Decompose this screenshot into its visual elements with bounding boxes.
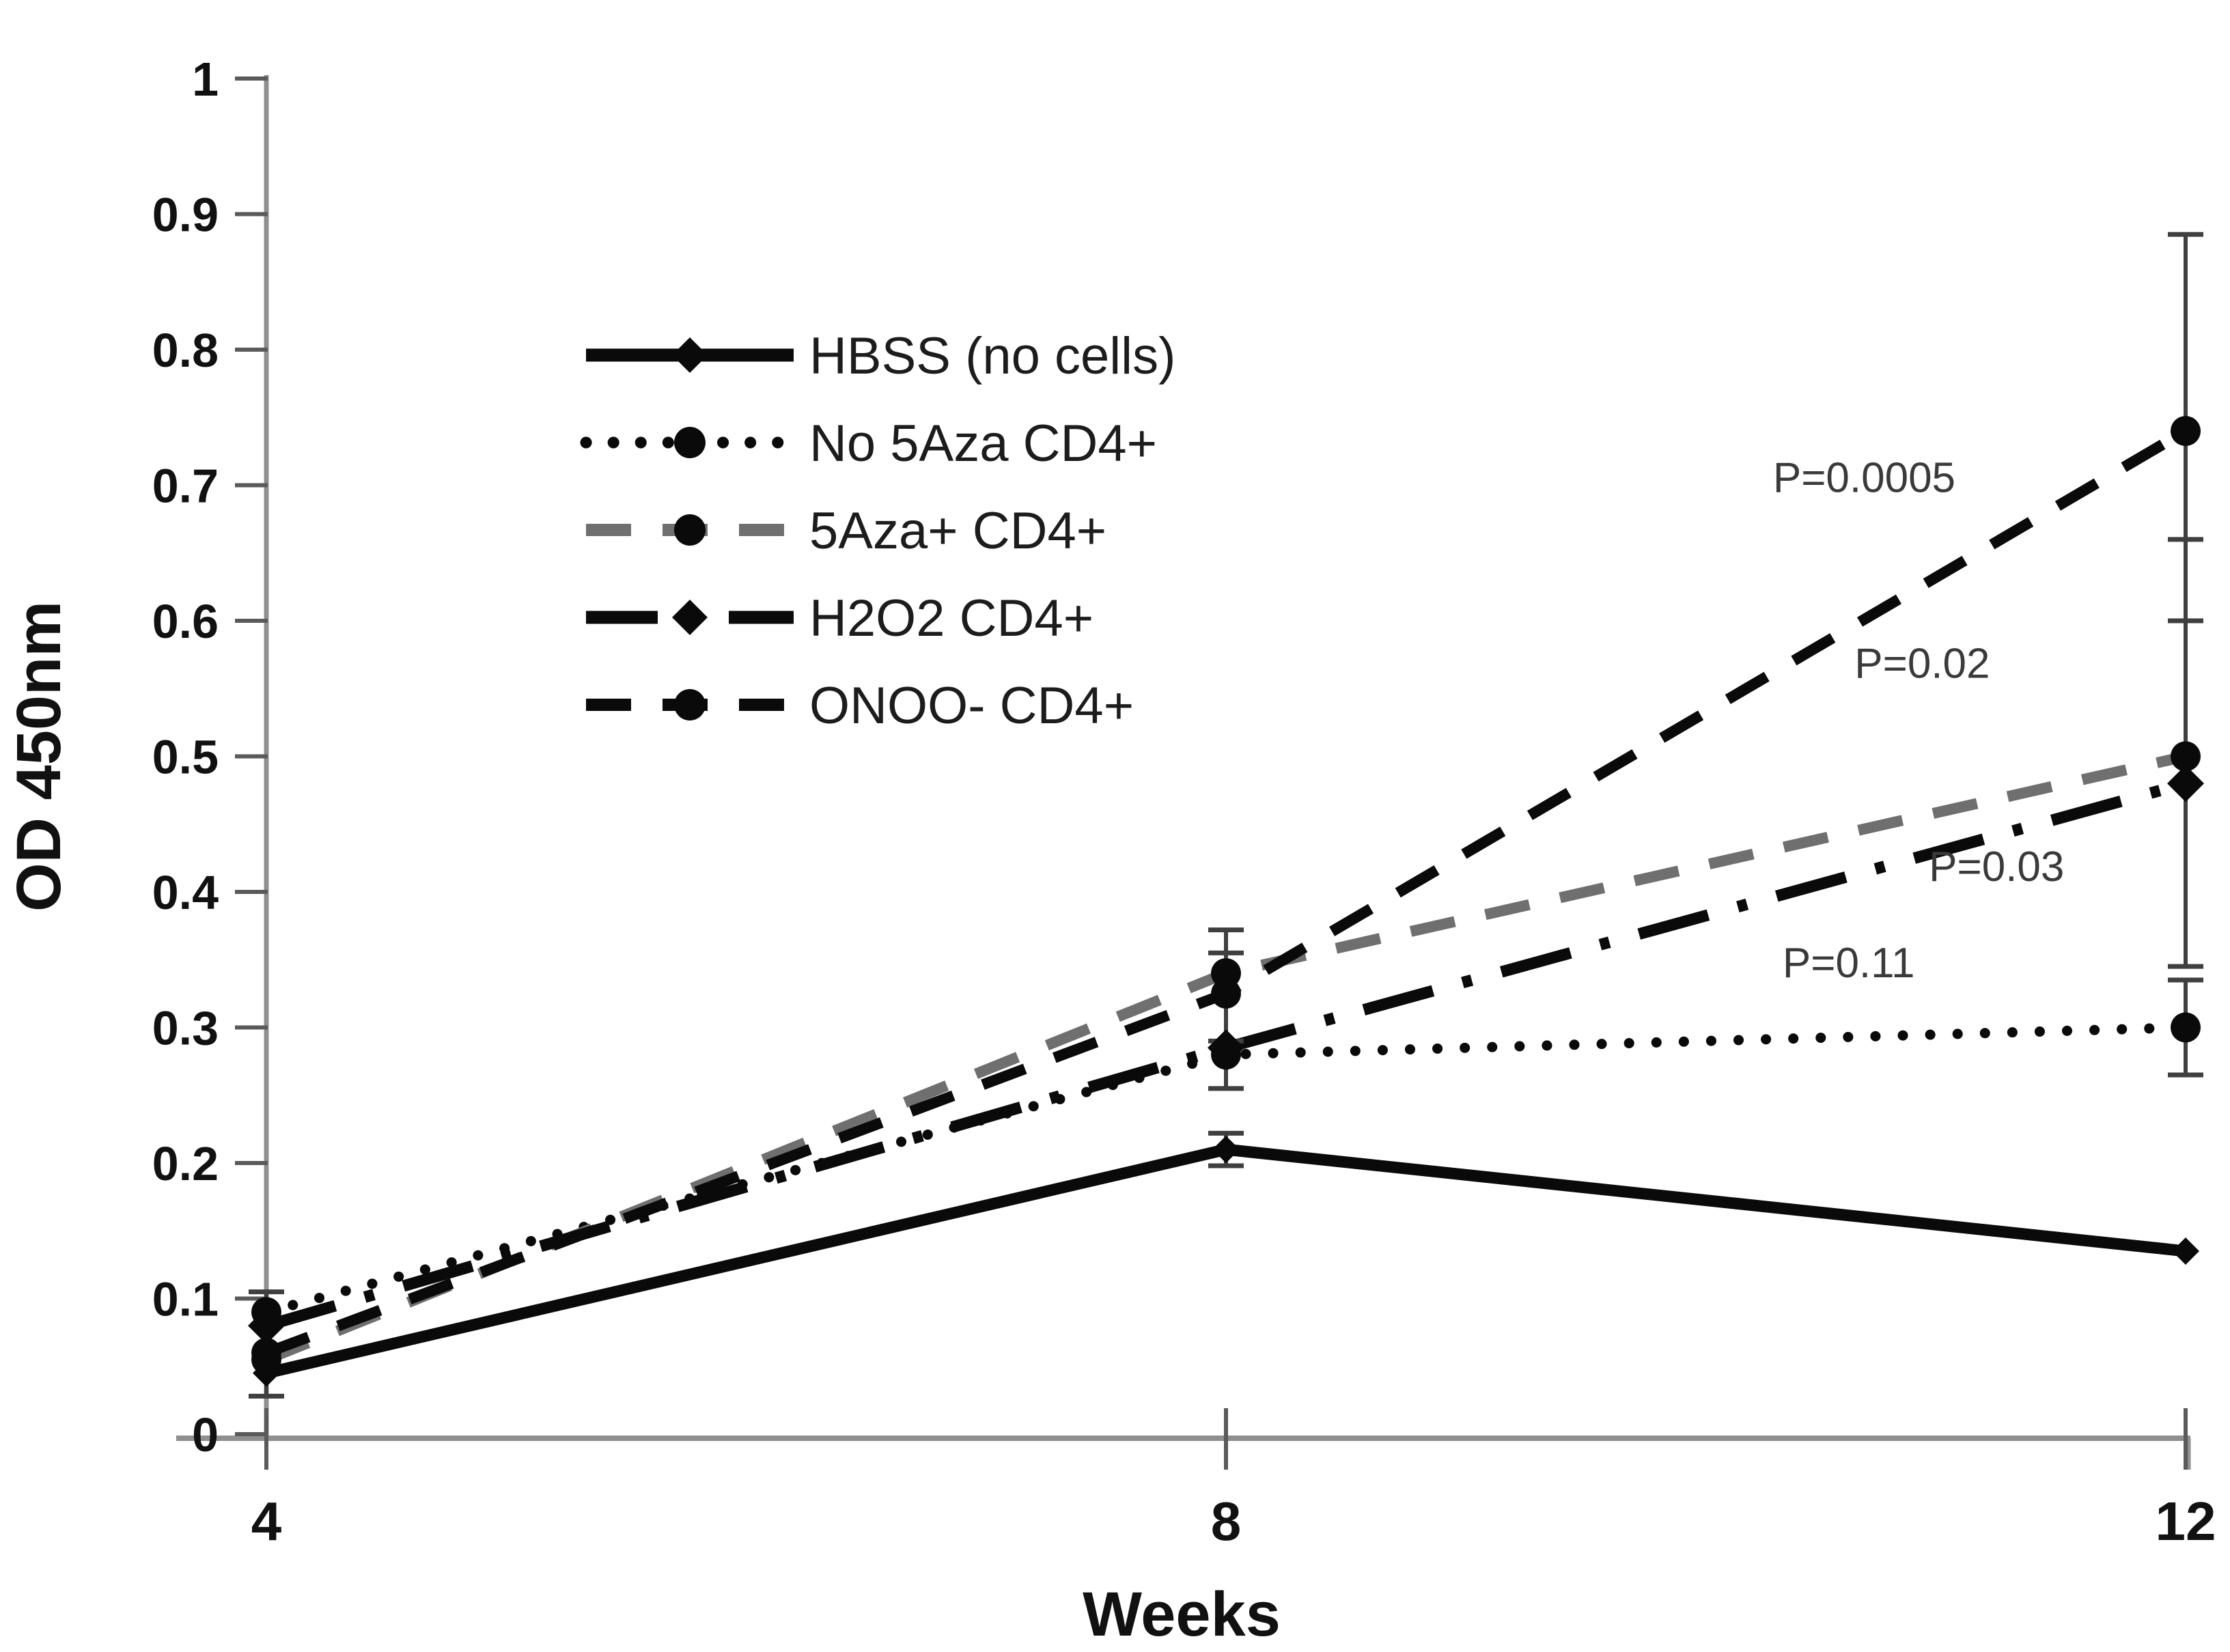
data-point-circle: [2171, 416, 2201, 447]
p-value-annotations: P=0.0005 P=0.02 P=0.03 P=0.11: [1773, 454, 2065, 987]
series-markers: [248, 416, 2204, 1387]
p-value-annotation: P=0.03: [1929, 843, 2064, 891]
markers-onoo-cd4: [251, 416, 2201, 1368]
data-point-circle: [2171, 1012, 2201, 1043]
data-point-diamond: [1212, 1136, 1240, 1164]
data-point-diamond: [248, 1307, 285, 1345]
legend-marker: [674, 514, 706, 546]
data-point-diamond: [2172, 1237, 2199, 1265]
legend: HBSS (no cells) No 5Aza CD4+ 5Aza+ CD4+ H2O…: [580, 327, 1175, 735]
legend-label: 5Aza+ CD4+: [809, 502, 1106, 560]
data-point-diamond: [1208, 1029, 1244, 1067]
legend-item-no-5aza-cd4: No 5Aza CD4+: [580, 415, 1157, 473]
x-tick-label: 4: [251, 1491, 282, 1552]
y-tick-label: 0.9: [152, 188, 219, 242]
data-point-diamond: [2167, 765, 2204, 802]
x-axis-title: Weeks: [1083, 1580, 1281, 1649]
legend-item-onoo-cd4: ONOO- CD4+: [586, 677, 1134, 735]
legend-marker: [672, 337, 708, 373]
markers-h2o2-cd4: [248, 765, 2204, 1345]
y-tick-label: 0.8: [152, 324, 219, 377]
legend-label: ONOO- CD4+: [809, 677, 1134, 735]
data-point-circle: [1211, 978, 1241, 1009]
legend-item-5aza-cd4: 5Aza+ CD4+: [586, 502, 1106, 560]
x-tick-label: 8: [1211, 1491, 1242, 1552]
data-point-circle: [2171, 741, 2201, 772]
legend-item-hbss-no-cells: HBSS (no cells): [586, 327, 1175, 385]
series-lines: [261, 426, 2191, 1379]
axes: 0 0.1 0.2 0.3 0.4 0.5 0.6 0.7 0.8 0.9 1 4 8 12: [152, 53, 2216, 1552]
y-axis-title: OD 450nm: [4, 601, 74, 912]
y-tick-label: 0.6: [152, 595, 219, 648]
y-tick-label: 0.5: [152, 731, 219, 784]
x-tick-labels: 4 8 12: [251, 1408, 2216, 1552]
data-point-circle: [251, 1337, 281, 1368]
p-value-annotation: P=0.11: [1783, 940, 1915, 987]
y-tick-label: 0.2: [152, 1137, 219, 1190]
legend-marker: [674, 689, 706, 720]
y-tick-label: 0.7: [152, 460, 219, 513]
legend-label: No 5Aza CD4+: [809, 415, 1157, 473]
series-onoo-cd4: [264, 426, 2189, 1358]
y-tick-label: 0.1: [152, 1273, 219, 1326]
series-line: [264, 426, 2189, 1358]
y-tick-labels: 0 0.1 0.2 0.3 0.4 0.5 0.6 0.7 0.8 0.9 1: [152, 53, 268, 1461]
series-line: [265, 1143, 2186, 1379]
p-value-annotation: P=0.0005: [1773, 454, 1955, 501]
y-tick-label: 0.3: [152, 1002, 219, 1055]
markers-hbss-no-cells: [253, 1136, 2199, 1387]
legend-marker: [672, 600, 708, 635]
series-hbss-no-cells: [265, 1143, 2186, 1379]
x-tick-label: 12: [2156, 1491, 2216, 1552]
legend-label: HBSS (no cells): [809, 327, 1175, 385]
y-tick-label: 0: [192, 1408, 219, 1461]
legend-item-h2o2-cd4: H2O2 CD4+: [586, 589, 1093, 647]
legend-marker: [674, 427, 706, 458]
axis-titles: OD 450nm Weeks: [4, 601, 1281, 1649]
y-tick-label: 1: [192, 53, 219, 106]
legend-label: H2O2 CD4+: [809, 589, 1093, 647]
y-tick-label: 0.4: [152, 866, 219, 919]
p-value-annotation: P=0.02: [1854, 640, 1990, 687]
